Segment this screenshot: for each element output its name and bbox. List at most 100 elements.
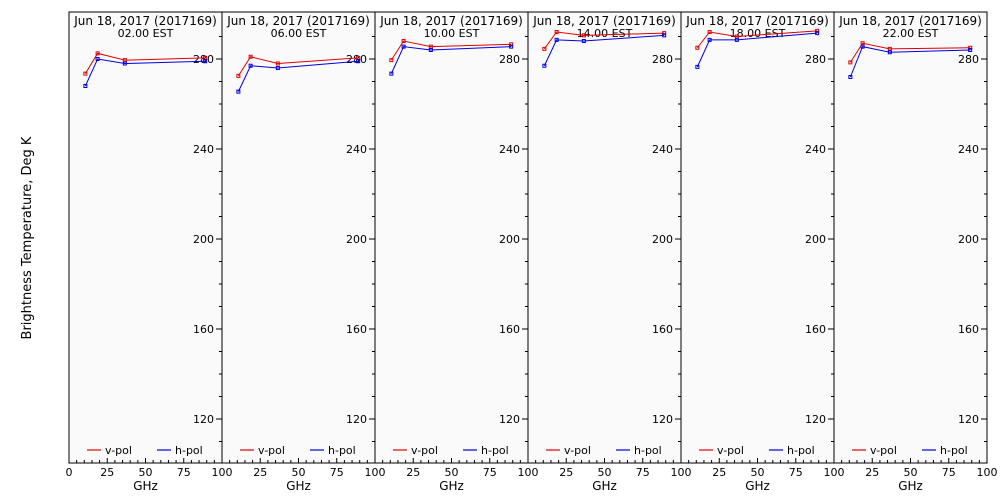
data-point-v-pol [815, 28, 820, 33]
x-axis-label: GHz [439, 479, 464, 493]
data-point-h-pol [95, 57, 100, 61]
y-tick-label: 280 [499, 53, 520, 66]
y-tick-label: 200 [499, 233, 520, 246]
data-point-h-pol [122, 61, 127, 66]
data-point-h-pol [356, 59, 361, 64]
legend-label: h-pol [787, 444, 815, 457]
series-line-h-pol [543, 34, 665, 66]
plot-area [681, 12, 834, 463]
y-tick-label: 120 [193, 413, 214, 426]
x-tick-label: 75 [330, 466, 344, 479]
x-axis-label: GHz [745, 479, 770, 493]
data-point-h-pol [236, 89, 241, 94]
panel-title: Jun 18, 2017 (2017169) [838, 14, 982, 28]
series-line-h-pol [237, 60, 359, 92]
y-tick-label: 200 [958, 233, 979, 246]
y-tick-label: 160 [652, 323, 673, 336]
data-point-h-pol [581, 39, 586, 43]
x-tick-label: 50 [445, 466, 459, 479]
plot-area [375, 12, 528, 463]
panel-subtitle: 06.00 EST [271, 27, 327, 40]
legend-label: v-pol [870, 444, 897, 457]
x-axis-label: GHz [898, 479, 923, 493]
chart-panel: Jun 18, 2017 (2017169)14.00 EST 120 160 200… [527, 11, 692, 493]
data-point-h-pol [428, 48, 433, 52]
series-line-v-pol [543, 31, 665, 50]
data-point-v-pol [95, 51, 100, 56]
chart-panel: Jun 18, 2017 (2017169)10.00 EST 120 160 200… [374, 11, 539, 493]
data-point-h-pol [275, 66, 280, 70]
legend-label: v-pol [258, 444, 285, 457]
data-point-v-pol [554, 30, 559, 34]
data-point-h-pol [860, 44, 865, 49]
panel-subtitle: 14.00 EST [577, 27, 633, 40]
x-tick-label: 25 [406, 466, 420, 479]
y-tick-label: 280 [805, 53, 826, 66]
data-point-h-pol [887, 50, 892, 55]
data-point-h-pol [815, 31, 820, 36]
x-tick-label: 0 [66, 466, 73, 479]
series-line-h-pol [390, 46, 512, 74]
chart-panel: Jun 18, 2017 (2017169)22.00 EST 120 160 200… [833, 11, 998, 493]
x-tick-label: 75 [483, 466, 497, 479]
chart-panel: Jun 18, 2017 (2017169)06.00 EST 120 160 200… [221, 11, 386, 493]
data-point-v-pol [401, 39, 406, 43]
series-line-h-pol [84, 58, 206, 87]
y-tick-label: 200 [652, 233, 673, 246]
y-tick-label: 160 [346, 323, 367, 336]
y-tick-label: 240 [805, 143, 826, 156]
x-tick-label: 75 [636, 466, 650, 479]
x-tick-label: 100 [671, 466, 692, 479]
legend-label: v-pol [717, 444, 744, 457]
series-line-v-pol [237, 56, 359, 77]
data-point-h-pol [203, 59, 208, 64]
plot-area [834, 12, 987, 463]
plot-area [69, 12, 222, 463]
x-tick-label: 75 [177, 466, 191, 479]
data-point-v-pol [968, 45, 973, 50]
chart-panel: Jun 18, 2017 (2017169)18.00 EST120160200… [680, 11, 845, 493]
data-point-h-pol [509, 44, 514, 49]
legend-label: v-pol [564, 444, 591, 457]
y-tick-label: 280 [958, 53, 979, 66]
data-point-v-pol [662, 31, 667, 36]
x-tick-label: 100 [824, 466, 845, 479]
y-tick-label: 120 [805, 413, 826, 426]
data-point-h-pol [695, 64, 700, 69]
data-point-v-pol [581, 33, 586, 38]
y-tick-label: 240 [958, 143, 979, 156]
data-point-v-pol [389, 58, 394, 63]
y-tick-label: 120 [958, 413, 979, 426]
y-tick-label: 120 [499, 413, 520, 426]
x-tick-label: 50 [292, 466, 306, 479]
y-tick-label: 200 [346, 233, 367, 246]
x-tick-label: 100 [518, 466, 539, 479]
data-point-v-pol [542, 46, 547, 51]
series-line-h-pol [696, 32, 818, 68]
data-point-h-pol [401, 44, 406, 49]
x-tick-label: 100 [365, 466, 386, 479]
data-point-v-pol [509, 42, 514, 47]
series-line-v-pol [390, 40, 512, 61]
panel-subtitle: 10.00 EST [424, 27, 480, 40]
series-line-v-pol [849, 42, 971, 63]
x-tick-label: 75 [942, 466, 956, 479]
panel-subtitle: 22.00 EST [883, 27, 939, 40]
data-point-h-pol [389, 71, 394, 76]
x-axis-label: GHz [286, 479, 311, 493]
x-tick-label: 100 [977, 466, 998, 479]
plot-area [222, 12, 375, 463]
data-point-h-pol [662, 33, 667, 38]
data-point-h-pol [707, 37, 712, 42]
x-tick-label: 75 [789, 466, 803, 479]
chart-panels: Jun 18, 2017 (2017169)02.00 EST120160200… [66, 11, 998, 493]
data-point-h-pol [542, 63, 547, 68]
x-tick-label: 25 [100, 466, 114, 479]
y-tick-label: 160 [499, 323, 520, 336]
data-point-v-pol [248, 54, 253, 59]
y-tick-label: 120 [652, 413, 673, 426]
data-point-v-pol [83, 71, 88, 76]
y-tick-label: 240 [499, 143, 520, 156]
y-tick-label: 240 [346, 143, 367, 156]
